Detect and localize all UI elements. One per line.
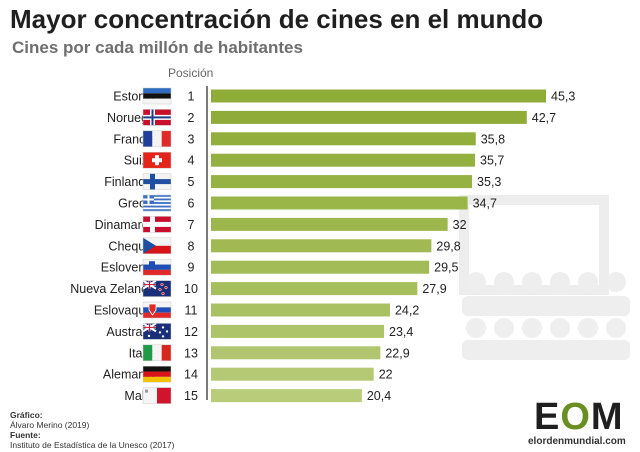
bar bbox=[211, 324, 385, 338]
position-label: 7 bbox=[188, 218, 195, 232]
position-label: 1 bbox=[188, 90, 195, 104]
credits: Gráfico: Álvaro Merino (2019) Fuente: In… bbox=[10, 410, 174, 450]
position-label: 6 bbox=[188, 197, 195, 211]
position-label: 3 bbox=[188, 132, 195, 146]
bar bbox=[211, 260, 430, 274]
eom-logo-mark: EOM bbox=[534, 396, 624, 438]
country-label: Nueva Zelanda bbox=[70, 282, 155, 296]
denmark-flag-icon bbox=[142, 216, 172, 233]
value-label: 35,3 bbox=[477, 175, 501, 189]
value-label: 29,5 bbox=[434, 261, 458, 275]
value-label: 29,8 bbox=[436, 239, 460, 253]
value-label: 27,9 bbox=[422, 282, 446, 296]
position-label: 14 bbox=[184, 368, 198, 382]
position-label: 15 bbox=[184, 389, 198, 403]
position-label: 5 bbox=[188, 175, 195, 189]
malta-flag-icon bbox=[142, 387, 172, 404]
value-label: 32 bbox=[453, 218, 467, 232]
bar bbox=[211, 367, 374, 381]
chart-title: Mayor concentración de cines en el mundo bbox=[10, 4, 544, 34]
bar bbox=[211, 282, 418, 296]
italy-flag-icon bbox=[142, 344, 172, 362]
credits-graphic-value: Álvaro Merino (2019) bbox=[10, 420, 90, 430]
switzerland-flag-icon bbox=[142, 151, 172, 169]
value-label: 45,3 bbox=[551, 90, 575, 104]
credits-source-label: Fuente: bbox=[10, 430, 41, 440]
bar bbox=[211, 175, 473, 189]
logo-url: elordenmundial.com bbox=[528, 436, 626, 447]
position-label: 8 bbox=[188, 239, 195, 253]
finland-flag-icon bbox=[142, 173, 172, 190]
country-label: Eslovenia bbox=[101, 261, 155, 275]
bar bbox=[211, 239, 432, 253]
estonia-flag-icon bbox=[142, 87, 172, 105]
bar bbox=[211, 303, 390, 317]
chart-subtitle: Cines por cada millón de habitantes bbox=[12, 38, 303, 57]
position-label: 2 bbox=[188, 111, 195, 125]
slovenia-flag-icon bbox=[142, 258, 172, 276]
bar bbox=[211, 89, 546, 103]
bar bbox=[211, 110, 527, 124]
position-label: 11 bbox=[185, 304, 198, 318]
france-flag-icon bbox=[142, 130, 172, 148]
position-label: 12 bbox=[184, 325, 198, 339]
credits-source-value: Instituto de Estadística de la Unesco (2… bbox=[10, 440, 175, 450]
position-label: 10 bbox=[184, 282, 198, 296]
value-label: 42,7 bbox=[532, 111, 556, 125]
bar bbox=[211, 132, 476, 146]
position-label: 9 bbox=[188, 261, 195, 275]
value-label: 23,4 bbox=[389, 325, 413, 339]
value-label: 24,2 bbox=[395, 304, 419, 318]
bar bbox=[211, 153, 476, 167]
bar bbox=[211, 196, 468, 210]
value-label: 22,9 bbox=[385, 346, 409, 360]
position-label: 13 bbox=[184, 346, 198, 360]
country-label: Eslovaquia bbox=[94, 304, 155, 318]
australia-flag-icon bbox=[142, 322, 172, 340]
norway-flag-icon bbox=[142, 109, 172, 126]
country-label: Finlandia bbox=[104, 175, 155, 189]
greece-flag-icon bbox=[142, 194, 172, 212]
credits-graphic-label: Gráfico: bbox=[10, 410, 43, 420]
value-label: 20,4 bbox=[367, 389, 391, 403]
germany-flag-icon bbox=[142, 365, 172, 383]
value-label: 35,8 bbox=[481, 132, 505, 146]
bar bbox=[211, 389, 362, 403]
position-label: 4 bbox=[188, 154, 195, 168]
country-label: Alemania bbox=[103, 368, 155, 382]
bar bbox=[211, 217, 448, 231]
eom-logo: EOM elordenmundial.com bbox=[528, 398, 634, 448]
new-zealand-flag-icon bbox=[142, 279, 172, 297]
country-label: Dinamarca bbox=[95, 218, 155, 232]
slovakia-flag-icon bbox=[142, 301, 172, 319]
position-column-header: Posición bbox=[168, 66, 214, 80]
czechia-flag-icon bbox=[142, 237, 172, 255]
value-label: 22 bbox=[379, 368, 393, 382]
value-label: 35,7 bbox=[480, 154, 504, 168]
value-label: 34,7 bbox=[473, 197, 497, 211]
bar bbox=[211, 346, 381, 360]
